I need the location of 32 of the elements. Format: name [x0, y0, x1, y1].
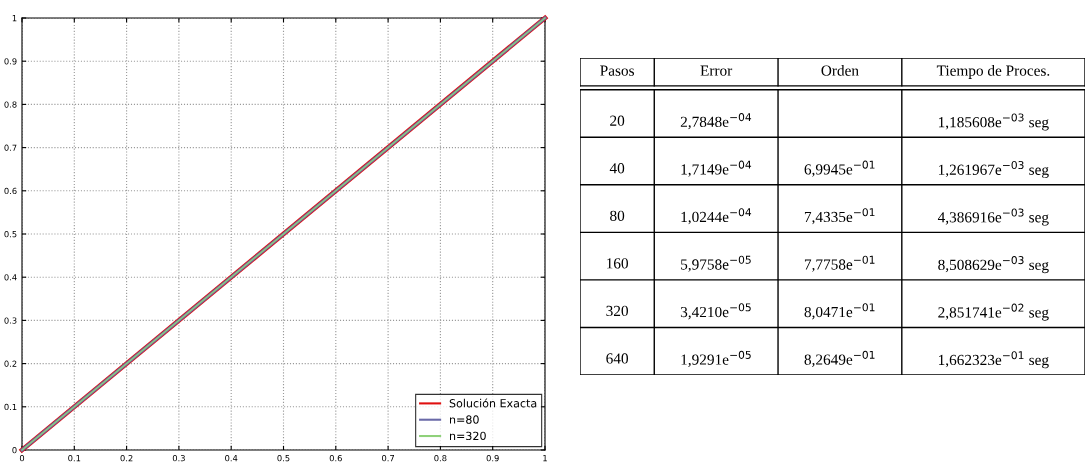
x-tick-label: 0.6 — [329, 455, 342, 462]
x-tick-label: 0.8 — [434, 455, 447, 462]
text: 20 2,7848e$^{−04}$ 1,185608e$^{−03}$ seg — [610, 113, 1049, 131]
y-tick-label: 0.3 — [4, 317, 17, 324]
y-tick-label: 0.9 — [4, 58, 17, 65]
y-tick-label: 1 — [12, 15, 17, 22]
legend-label: n=80 — [450, 415, 479, 424]
text: 80 1,0244e$^{−04}$ 7,4335e$^{−01}$ 4,386916e$^{−03}$ seg — [610, 208, 1049, 226]
y-tick-label: 0.6 — [4, 187, 17, 195]
x-tick-label: 0.5 — [277, 455, 290, 462]
y-tick-label: 0.7 — [4, 144, 17, 151]
text: 640 1,9291e$^{−05}$ 8,2649e$^{−01}$ 1,662323e$^{−01}$ seg — [606, 350, 1049, 369]
text: Pasos Error Orden Tiempo de Proces. — [600, 65, 1050, 79]
x-tick-label: 0.9 — [486, 455, 499, 462]
x-tick-label: 0 — [19, 455, 25, 462]
text: 160 5,9758e$^{−05}$ 7,7758e$^{−01}$ 8,508629e$^{−03}$ seg — [607, 255, 1049, 274]
x-tick-label: 0.2 — [120, 455, 133, 462]
text: 40 1,7149e$^{−04}$ 6,9945e$^{−01}$ 1,261967e$^{−03}$ seg — [609, 160, 1049, 179]
y-tick-label: 0.5 — [4, 230, 17, 238]
y-tick-label: 0.8 — [4, 101, 17, 108]
x-tick-label: 0.7 — [382, 455, 395, 462]
y-tick-label: 0.1 — [4, 403, 17, 411]
x-tick-label: 0.3 — [172, 455, 185, 462]
y-tick-label: 0.2 — [4, 360, 17, 367]
y-tick-label: 0 — [12, 446, 17, 454]
legend-label: Solución Exacta — [449, 398, 537, 408]
y-tick-label: 0.4 — [4, 274, 17, 281]
x-tick-label: 0.1 — [68, 455, 81, 462]
legend-label: n=320 — [450, 431, 486, 441]
text: 320 3,4210e$^{−05}$ 8,0471e$^{−01}$ 2,851741e$^{−02}$ seg — [606, 303, 1049, 321]
x-tick-label: 0.4 — [225, 455, 238, 462]
x-tick-label: 1 — [543, 455, 547, 462]
